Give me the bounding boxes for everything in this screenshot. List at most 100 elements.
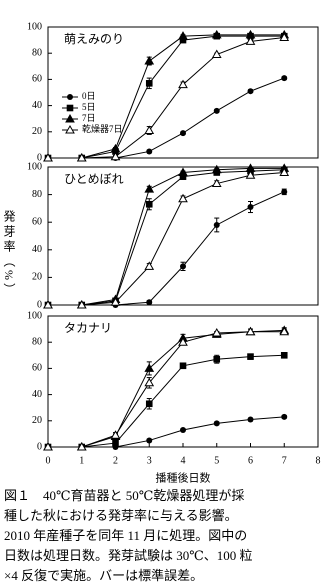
data-point [245,170,256,179]
data-point [144,125,155,134]
x-tick-label: 6 [248,455,253,466]
data-point [213,420,220,427]
y-tick-label: 40 [32,244,42,255]
data-point [145,80,153,87]
data-point [245,36,256,45]
x-tick-label: 7 [282,455,287,466]
y-tick-label: 80 [32,336,42,347]
data-point [112,439,119,447]
data-point [144,377,155,387]
y-tick-label: 100 [27,21,42,32]
data-point [76,441,87,451]
series-line [48,172,285,306]
data-point [179,36,187,44]
y-tick-label: 80 [32,47,42,58]
legend-marker [66,104,74,112]
data-point [180,263,186,270]
y-tick-label: 20 [32,126,42,137]
legend-label: 0日 [82,91,96,101]
series-line [48,331,285,448]
legend-marker [67,94,73,100]
data-point [211,29,222,39]
data-point [76,152,87,162]
data-point [178,337,188,346]
y-tick-label: 100 [27,161,42,172]
data-point [178,31,188,40]
caption-line: 図１ 40℃育苗器と 50℃乾燥器処理が採 [4,488,244,503]
data-point [144,261,155,270]
data-point [211,178,222,188]
data-point [144,56,155,65]
x-tick-label: 2 [113,455,118,466]
series-line [48,34,285,159]
legend-label: 7日 [82,113,96,123]
series-line [48,36,285,159]
data-point [247,353,254,360]
x-tick-label: 5 [214,455,219,466]
data-point [179,173,187,180]
data-point [281,413,288,420]
x-tick-label: 3 [147,455,152,466]
data-point [146,148,153,155]
panel-title: タカナリ [64,321,112,335]
data-point [213,221,220,228]
data-point [280,352,288,359]
x-tick-label: 8 [316,455,321,466]
y-tick-label: 0 [37,299,42,310]
data-point [178,79,188,89]
caption-line: 日数は処理日数。発芽試験は 30℃、100 粒 [4,548,253,563]
data-point [247,204,254,211]
y-tick-label: 0 [37,152,42,163]
x-tick-label: 1 [79,455,84,466]
data-point [146,437,153,444]
y-tick-label: 0 [37,441,42,452]
data-point [245,326,256,336]
data-point [279,326,290,336]
data-point [213,107,220,114]
y-axis-label: 発芽率（%） [2,210,16,298]
series-line [48,354,285,448]
data-point [247,416,254,423]
data-point [145,200,153,208]
panel-title: ひとめぼれ [64,172,124,186]
data-point [43,299,53,309]
legend-label: 乾燥器7日 [82,123,123,134]
series-line [48,416,285,448]
data-point [180,130,186,137]
legend-marker [65,124,75,134]
y-tick-label: 80 [32,189,42,200]
data-point [211,49,222,59]
data-point [180,426,186,433]
x-tick-label: 0 [46,455,51,466]
data-point [279,167,290,177]
data-point [281,75,288,82]
data-point [43,152,53,162]
data-point [146,299,153,306]
legend-marker [65,113,75,123]
y-tick-label: 100 [27,310,42,321]
data-point [213,355,221,363]
data-point [76,299,87,309]
y-tick-label: 40 [32,100,42,111]
data-point [247,88,254,95]
y-tick-label: 60 [32,216,42,227]
y-tick-label: 60 [32,74,42,85]
caption-line: ×4 反復で実施。バーは標準誤差。 [4,568,203,583]
data-point [110,151,121,161]
caption-line: 2010 年産種子を同年 11 月に処理。図中の [4,528,247,543]
data-point [144,363,155,372]
x-axis-label: 播種後日数 [156,471,211,485]
data-point [110,297,121,306]
data-point [211,328,222,337]
data-point [211,164,222,174]
data-point [145,400,153,408]
data-point [178,193,188,203]
y-tick-label: 20 [32,272,42,283]
legend-label: 5日 [82,102,96,112]
plot-frame [47,26,319,159]
caption-line: 種した秋における発芽率に与える影響。 [4,508,238,523]
data-point [144,184,155,193]
y-tick-label: 40 [32,389,42,400]
series-line [48,329,285,448]
